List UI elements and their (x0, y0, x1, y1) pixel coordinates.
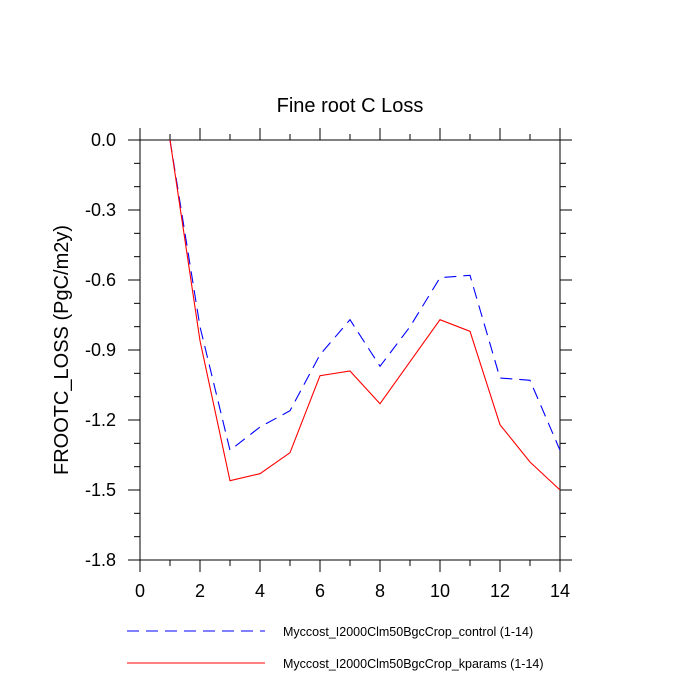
axes: 0 2 4 6 8 10 12 14 0.0 -0.3 -0.6 -0.9 -1.2 -1.5 -1.8 (85, 128, 572, 601)
legend-label-1: Myccost_I2000Clm50BgcCrop_control (1-14) (283, 625, 533, 639)
y-tick-label: -0.3 (85, 200, 116, 220)
series-line-1 (169, 139, 561, 452)
x-tick-label: 0 (135, 581, 145, 601)
y-axis-label: FROOTC_LOSS (PgC/m2y) (51, 225, 73, 475)
y-tick-label: 0.0 (91, 130, 116, 150)
x-tick-label: 8 (375, 581, 385, 601)
plot-frame (139, 139, 561, 561)
y-tick-label: -0.6 (85, 270, 116, 290)
y-tick-label: -1.5 (85, 480, 116, 500)
chart-title: Fine root C Loss (277, 95, 424, 117)
x-tick-label: 14 (550, 581, 570, 601)
y-tick-label: -1.8 (85, 550, 116, 570)
series-line-2 (169, 139, 561, 491)
y-tick-label: -1.2 (85, 410, 116, 430)
legend: Myccost_I2000Clm50BgcCrop_control (1-14)… (127, 625, 544, 671)
x-tick-label: 4 (255, 581, 265, 601)
legend-label-2: Myccost_I2000Clm50BgcCrop_kparams (1-14) (283, 657, 544, 671)
series-group (169, 139, 561, 491)
x-tick-label: 2 (195, 581, 205, 601)
x-tick-label: 12 (490, 581, 510, 601)
x-tick-label: 10 (430, 581, 450, 601)
y-tick-label: -0.9 (85, 340, 116, 360)
x-tick-label: 6 (315, 581, 325, 601)
